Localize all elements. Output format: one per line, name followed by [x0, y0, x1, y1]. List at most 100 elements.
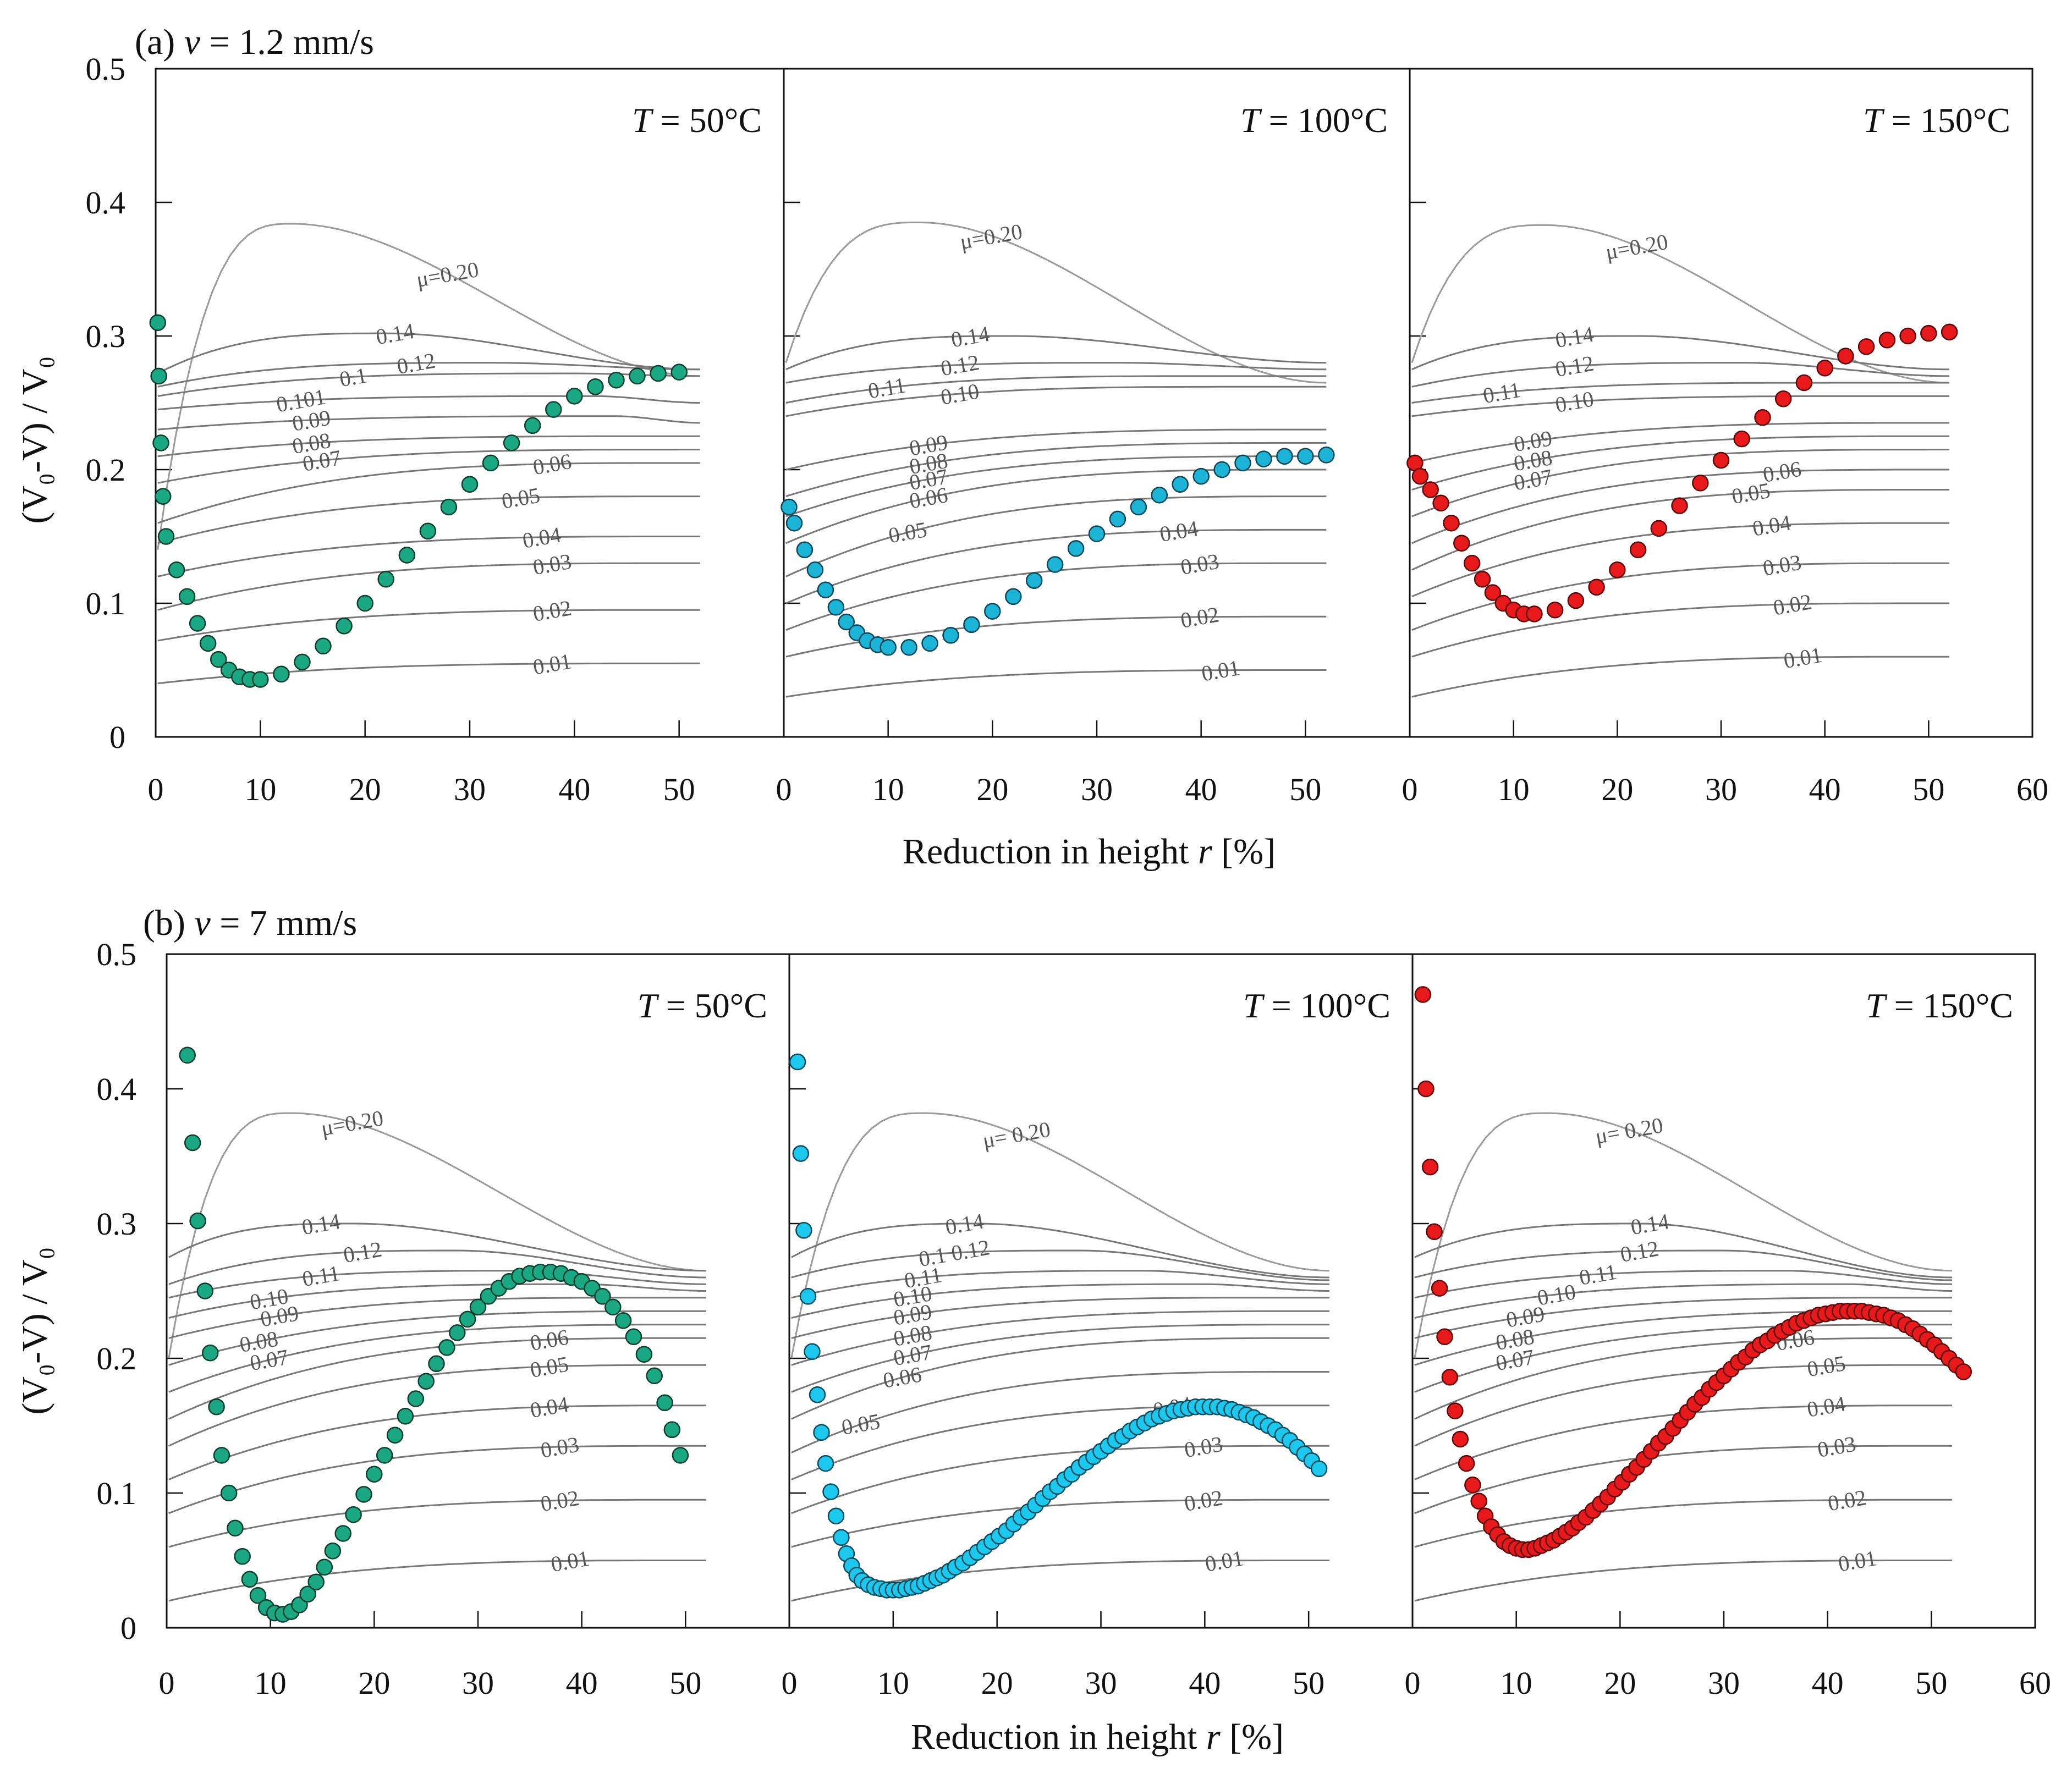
data-point [334, 1525, 351, 1542]
temperature-label: T = 150°C [1866, 986, 2013, 1025]
mu-curve [1414, 1445, 1953, 1514]
data-point [184, 1134, 201, 1152]
data-point [1546, 601, 1564, 619]
mu-curve-label: 0.06 [531, 449, 574, 480]
mu-curves: μ=0.200.140.120.110.100.090.080.070.060.… [168, 1105, 707, 1602]
x-tick-label: 20 [1601, 772, 1633, 807]
mu-curve-label: 0.11 [1578, 1259, 1619, 1290]
mu-curve [168, 1560, 707, 1602]
x-tick-label: 40 [1809, 772, 1841, 807]
mu-curve [1414, 1249, 1953, 1281]
mu-curve [1411, 449, 1950, 517]
data-point [1629, 541, 1647, 559]
data-point [178, 588, 196, 605]
mu-curve [791, 1249, 1329, 1281]
data-point [1650, 520, 1668, 537]
data-point [1920, 324, 1937, 342]
y-tick-label: 0.1 [97, 1475, 137, 1511]
panel-a-3: 0 10 20 30 40 50 60μ=0.200.140.120.11 0.100.090… [1402, 68, 2048, 807]
data-point [880, 638, 897, 656]
data-point [234, 1547, 251, 1565]
data-point [152, 434, 169, 451]
row-a-title-prefix: (a) [135, 22, 184, 62]
data-point [587, 378, 604, 395]
data-point [196, 1282, 214, 1299]
mu-curve [157, 223, 700, 550]
x-tick-label: 10 [872, 772, 904, 807]
data-point [1754, 409, 1771, 426]
mu-curve [1411, 335, 1950, 371]
y-tick-label: 0.4 [97, 1071, 137, 1107]
data-point [1484, 584, 1502, 601]
data-point [670, 363, 688, 381]
mu-curve [1414, 1112, 1953, 1359]
x-tick-label: 30 [1081, 772, 1113, 807]
x-tick-label: 50 [1293, 1665, 1324, 1701]
data-point [921, 635, 938, 652]
mu-curve [1411, 602, 1950, 658]
mu-curve [157, 362, 700, 388]
data-point [249, 1587, 267, 1604]
mu-curve-label: 0.11 [300, 1260, 342, 1291]
data-point [189, 615, 206, 632]
mu-curve [791, 1270, 1329, 1299]
mu-curve [157, 395, 700, 411]
row-b-group: (b) v = 7 mm/s (V₀-V) / V₀ Reduction in … [15, 903, 2051, 1757]
data-point [1464, 1477, 1481, 1494]
x-tick-label: 0 [1405, 1665, 1421, 1701]
data-point [1151, 486, 1168, 504]
mu-curve [785, 442, 1327, 498]
data-point [377, 571, 394, 588]
x-tick-label: 20 [358, 1665, 390, 1701]
mu-curve [1414, 1324, 1953, 1393]
data-point [1426, 1223, 1443, 1240]
data-point [417, 1373, 435, 1390]
row-a-title-var: v [184, 22, 201, 62]
mu-curve-label: 0.05 [1805, 1351, 1848, 1381]
data-point [1234, 454, 1251, 472]
mu-curve [157, 449, 700, 484]
data-point [827, 599, 845, 616]
data-point [524, 417, 541, 434]
data-point [199, 635, 217, 652]
mu-curve-label: 0.05 [839, 1409, 882, 1440]
data-point [963, 616, 980, 634]
mu-curve-label: 0.06 [881, 1362, 924, 1392]
mu-curve-label: 0.05 [1730, 478, 1772, 509]
y-tick-label: 0.4 [86, 185, 126, 221]
data-point [1795, 374, 1813, 392]
mu-curve [157, 536, 700, 577]
row-a-xlabel-var: r [1198, 831, 1212, 872]
mu-curve-label: 0.02 [1179, 602, 1221, 632]
x-tick-label: 40 [558, 772, 590, 807]
temperature-label: T = 50°C [632, 101, 762, 140]
data-point [428, 1355, 445, 1373]
x-tick-label: 30 [1085, 1665, 1117, 1701]
mu-curve [791, 1499, 1329, 1548]
mu-curve-label: 0.12 [1553, 351, 1596, 382]
data-points [1406, 323, 1958, 623]
y-tick-label: 0 [109, 719, 125, 755]
x-tick-label: 0 [159, 1665, 175, 1701]
mu-curve [785, 362, 1327, 384]
data-point [1421, 1158, 1439, 1176]
mu-curve-label: 0.12 [939, 350, 981, 381]
x-tick-label: 40 [1185, 772, 1217, 807]
mu-curve-label: 0.05 [499, 482, 542, 513]
mu-curve [785, 385, 1327, 417]
data-point [635, 1346, 653, 1363]
data-point [1318, 447, 1335, 464]
data-point [307, 1573, 325, 1590]
y-tick-label: 0.5 [97, 937, 137, 972]
data-point [656, 1394, 673, 1412]
data-point [201, 1344, 219, 1362]
data-point [1005, 588, 1022, 605]
row-a-xlabel-unit: [%] [1212, 831, 1276, 872]
mu-curve [1414, 1560, 1953, 1602]
mu-curve [785, 375, 1327, 404]
mu-curve [157, 495, 700, 544]
x-tick-label: 30 [1708, 1665, 1740, 1701]
temperature-var: T [1243, 986, 1265, 1025]
data-point [1458, 1455, 1475, 1472]
x-tick-label: 30 [1705, 772, 1737, 807]
